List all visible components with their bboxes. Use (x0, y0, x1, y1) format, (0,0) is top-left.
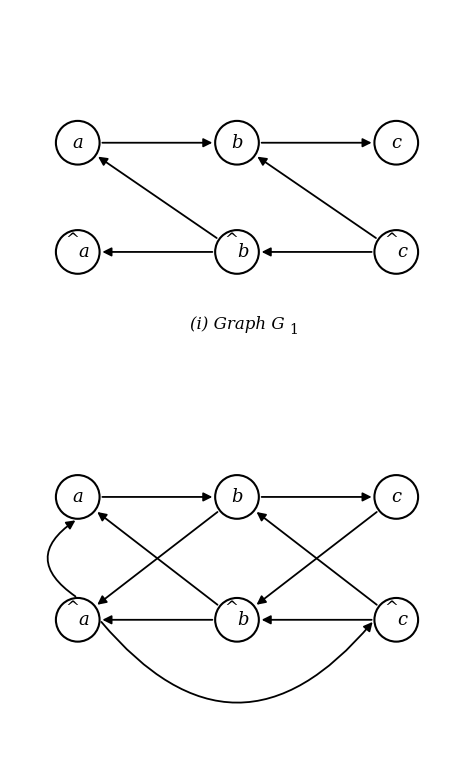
Circle shape (56, 121, 100, 165)
Circle shape (374, 121, 418, 165)
Text: b: b (237, 611, 249, 628)
Circle shape (215, 230, 259, 274)
Circle shape (374, 475, 418, 519)
Circle shape (374, 598, 418, 642)
Text: c: c (398, 611, 408, 628)
Circle shape (215, 598, 259, 642)
Text: ^: ^ (384, 232, 398, 249)
Text: c: c (391, 488, 401, 506)
Text: a: a (79, 243, 90, 261)
Text: c: c (398, 243, 408, 261)
Text: a: a (73, 488, 83, 506)
Text: c: c (391, 134, 401, 152)
Circle shape (56, 230, 100, 274)
Text: ^: ^ (225, 600, 238, 617)
Text: ^: ^ (225, 232, 238, 249)
Circle shape (215, 121, 259, 165)
Text: b: b (237, 243, 249, 261)
Text: 1: 1 (289, 323, 298, 337)
Circle shape (56, 475, 100, 519)
Text: ^: ^ (65, 600, 79, 617)
Text: ^: ^ (384, 600, 398, 617)
Text: a: a (73, 134, 83, 152)
Text: (i) Graph G: (i) Graph G (190, 316, 284, 333)
Text: a: a (79, 611, 90, 628)
Text: ^: ^ (65, 232, 79, 249)
Text: b: b (231, 488, 243, 506)
Circle shape (56, 598, 100, 642)
Text: b: b (231, 134, 243, 152)
Circle shape (374, 230, 418, 274)
Circle shape (215, 475, 259, 519)
